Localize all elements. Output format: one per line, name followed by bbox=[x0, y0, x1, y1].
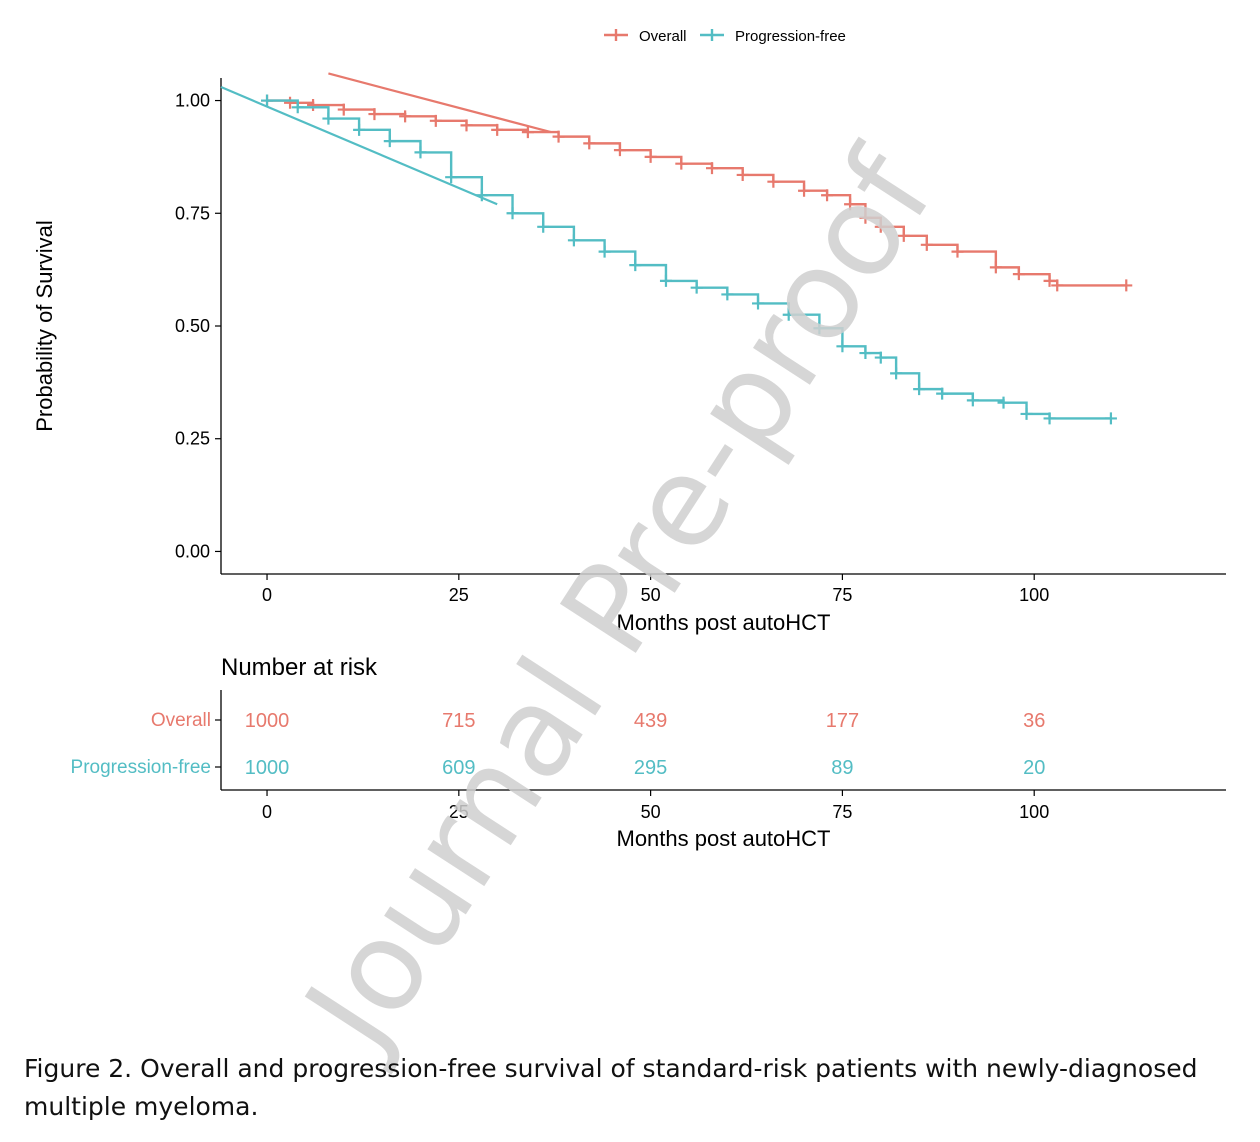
overall-censor-mark bbox=[920, 238, 933, 251]
overall-censor-mark bbox=[460, 119, 473, 132]
progression-free-censor-mark bbox=[859, 347, 872, 360]
overall-censor-mark bbox=[429, 114, 442, 127]
overall-survival-curve bbox=[267, 99, 1127, 287]
progression-free-censor-mark bbox=[383, 135, 396, 148]
overall-censor-mark bbox=[1043, 274, 1056, 287]
risk-value-progression-free: 20 bbox=[1023, 757, 1045, 779]
progression-free-censor-mark bbox=[966, 394, 979, 407]
risk-value-progression-free: 89 bbox=[831, 757, 853, 779]
progression-free-censor-mark bbox=[936, 387, 949, 400]
overall-censor-mark bbox=[307, 99, 320, 112]
risk-value-overall: 715 bbox=[442, 710, 475, 732]
progression-free-censor-mark bbox=[353, 123, 366, 136]
x-axis-label: Months post autoHCT bbox=[617, 610, 831, 635]
overall-diagonal-line bbox=[328, 72, 552, 134]
y-axis-label: Probability of Survival bbox=[32, 220, 57, 432]
overall-censor-mark bbox=[368, 108, 381, 121]
risk-table-x-axis-label: Months post autoHCT bbox=[617, 826, 831, 851]
progression-free-censor-mark bbox=[414, 146, 427, 159]
progression-free-censor-mark bbox=[567, 234, 580, 247]
legend-overall-label: Overall bbox=[639, 28, 687, 45]
progression-free-censor-mark bbox=[322, 112, 335, 125]
overall-censor-mark bbox=[1012, 268, 1025, 281]
progression-free-censor-mark bbox=[291, 101, 304, 114]
risk-row-label-overall: Overall bbox=[151, 710, 211, 731]
risk-value-progression-free: 609 bbox=[442, 757, 475, 779]
risk-x-tick-label: 75 bbox=[832, 802, 852, 822]
overall-censor-mark bbox=[613, 144, 626, 157]
y-tick-label: 0.50 bbox=[175, 316, 210, 336]
survival-chart: 0.00 0.25 0.50 0.75 1.00 0 25 50 75 100 Months pos… bbox=[32, 28, 1226, 851]
progression-free-censor-mark bbox=[836, 340, 849, 353]
progression-free-censor-mark bbox=[890, 367, 903, 380]
overall-censor-mark bbox=[583, 137, 596, 150]
progression-free-censor-mark bbox=[261, 94, 274, 107]
progression-free-diagonal-line bbox=[220, 86, 498, 206]
risk-value-overall: 177 bbox=[826, 710, 859, 732]
overall-censor-mark bbox=[521, 126, 534, 139]
overall-censor-mark bbox=[989, 261, 1002, 274]
x-tick-label: 75 bbox=[832, 585, 852, 605]
x-tick-label: 100 bbox=[1019, 585, 1049, 605]
overall-censor-mark bbox=[821, 189, 834, 202]
risk-x-tick-label: 50 bbox=[641, 802, 661, 822]
progression-free-censor-mark bbox=[629, 259, 642, 272]
progression-free-censor-mark bbox=[445, 171, 458, 184]
x-tick-label: 0 bbox=[262, 585, 272, 605]
overall-censor-mark bbox=[798, 184, 811, 197]
overall-censor-mark bbox=[705, 162, 718, 175]
overall-censor-mark bbox=[951, 245, 964, 258]
x-tick-label: 50 bbox=[641, 585, 661, 605]
progression-free-censor-mark bbox=[690, 281, 703, 294]
progression-free-censor-mark bbox=[997, 396, 1010, 409]
overall-censor-mark bbox=[337, 103, 350, 116]
overall-censor-mark bbox=[1120, 279, 1133, 292]
overall-censor-mark bbox=[874, 220, 887, 233]
progression-free-censor-mark bbox=[537, 220, 550, 233]
progression-free-censor-mark bbox=[598, 245, 611, 258]
risk-x-tick-label: 25 bbox=[449, 802, 469, 822]
risk-value-overall: 439 bbox=[634, 710, 667, 732]
figure-caption: Figure 2. Overall and progression-free s… bbox=[24, 1054, 1198, 1121]
progression-free-censor-mark bbox=[659, 274, 672, 287]
risk-value-overall: 36 bbox=[1023, 710, 1045, 732]
progression-free-censor-mark bbox=[874, 351, 887, 364]
overall-censor-mark bbox=[284, 96, 297, 109]
progression-free-censor-mark bbox=[782, 308, 795, 321]
y-tick-label: 0.25 bbox=[175, 429, 210, 449]
y-tick-label: 0.00 bbox=[175, 541, 210, 561]
progression-free-censor-mark bbox=[1104, 412, 1117, 425]
progression-free-censor-mark bbox=[721, 288, 734, 301]
progression-free-censor-mark bbox=[913, 383, 926, 396]
risk-x-tick-label: 0 bbox=[262, 802, 272, 822]
overall-censor-mark bbox=[1051, 279, 1064, 292]
risk-value-overall: 1000 bbox=[245, 710, 290, 732]
progression-free-censor-mark bbox=[1043, 412, 1056, 425]
overall-censor-mark bbox=[859, 211, 872, 224]
risk-row-label-progression-free: Progression-free bbox=[71, 757, 211, 778]
y-tick-label: 0.75 bbox=[175, 203, 210, 223]
progression-free-censor-mark bbox=[752, 297, 765, 310]
x-tick-label: 25 bbox=[449, 585, 469, 605]
risk-value-progression-free: 1000 bbox=[245, 757, 290, 779]
progression-free-censor-mark bbox=[475, 189, 488, 202]
overall-censor-mark bbox=[767, 175, 780, 188]
legend-progression-free-label: Progression-free bbox=[735, 28, 846, 45]
overall-censor-mark bbox=[399, 110, 412, 123]
risk-x-tick-label: 100 bbox=[1019, 802, 1049, 822]
overall-censor-mark bbox=[844, 198, 857, 211]
overall-censor-mark bbox=[897, 229, 910, 242]
progression-free-censor-mark bbox=[506, 207, 519, 220]
y-tick-label: 1.00 bbox=[175, 91, 210, 111]
risk-table-title: Number at risk bbox=[221, 654, 378, 681]
overall-censor-mark bbox=[644, 150, 657, 163]
overall-censor-mark bbox=[736, 168, 749, 181]
overall-censor-mark bbox=[552, 130, 565, 143]
overall-censor-mark bbox=[491, 123, 504, 136]
risk-value-progression-free: 295 bbox=[634, 757, 667, 779]
progression-free-censor-mark bbox=[813, 322, 826, 335]
overall-censor-mark bbox=[675, 157, 688, 170]
progression-free-censor-mark bbox=[1020, 407, 1033, 420]
